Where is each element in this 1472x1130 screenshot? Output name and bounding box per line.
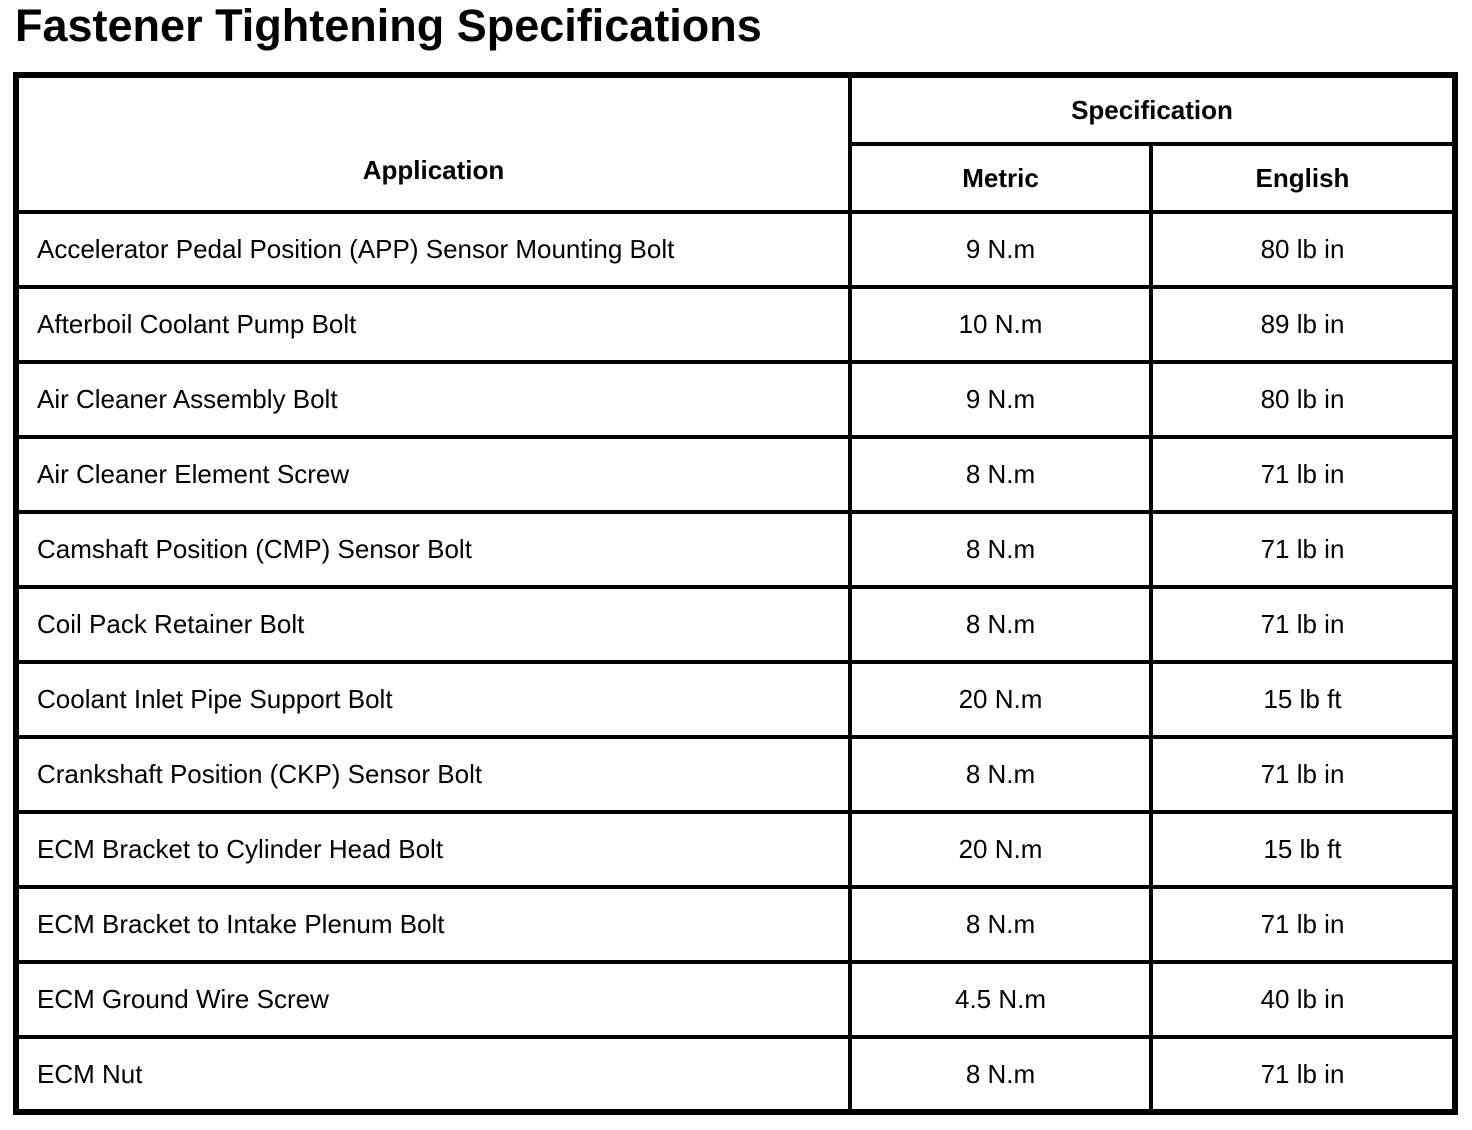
table-row: Afterboil Coolant Pump Bolt 10 N.m 89 lb… <box>14 285 1457 364</box>
metric-cell: 9 N.m <box>848 210 1153 289</box>
english-cell: 40 lb in <box>1149 960 1457 1039</box>
application-cell: Crankshaft Position (CKP) Sensor Bolt <box>14 735 852 814</box>
metric-cell: 8 N.m <box>848 1035 1153 1114</box>
application-cell: Air Cleaner Element Screw <box>14 435 852 514</box>
english-cell: 71 lb in <box>1149 510 1457 589</box>
page-title: Fastener Tightening Specifications <box>15 0 762 51</box>
english-cell: 71 lb in <box>1149 735 1457 814</box>
table-row: Camshaft Position (CMP) Sensor Bolt 8 N.… <box>14 510 1457 589</box>
table-row: ECM Bracket to Intake Plenum Bolt 8 N.m … <box>14 885 1457 964</box>
table-row: ECM Ground Wire Screw 4.5 N.m 40 lb in <box>14 960 1457 1039</box>
english-cell: 71 lb in <box>1149 435 1457 514</box>
table-row: Crankshaft Position (CKP) Sensor Bolt 8 … <box>14 735 1457 814</box>
english-cell: 15 lb ft <box>1149 810 1457 889</box>
table-row: Accelerator Pedal Position (APP) Sensor … <box>14 210 1457 289</box>
metric-cell: 10 N.m <box>848 285 1153 364</box>
table-row: ECM Bracket to Cylinder Head Bolt 20 N.m… <box>14 810 1457 889</box>
metric-cell: 4.5 N.m <box>848 960 1153 1039</box>
application-cell: Air Cleaner Assembly Bolt <box>14 360 852 439</box>
metric-cell: 8 N.m <box>848 435 1153 514</box>
application-cell: ECM Bracket to Cylinder Head Bolt <box>14 810 852 889</box>
metric-cell: 8 N.m <box>848 885 1153 964</box>
table-row: Coolant Inlet Pipe Support Bolt 20 N.m 1… <box>14 660 1457 739</box>
metric-cell: 8 N.m <box>848 735 1153 814</box>
table-row: Air Cleaner Assembly Bolt 9 N.m 80 lb in <box>14 360 1457 439</box>
column-header-specification: Specification <box>848 73 1457 146</box>
application-cell: Camshaft Position (CMP) Sensor Bolt <box>14 510 852 589</box>
english-cell: 15 lb ft <box>1149 660 1457 739</box>
english-cell: 71 lb in <box>1149 885 1457 964</box>
application-cell: ECM Bracket to Intake Plenum Bolt <box>14 885 852 964</box>
header-row-units: Metric English <box>16 142 1457 214</box>
header-row-specification: Application Specification <box>14 73 1457 214</box>
table-row: Coil Pack Retainer Bolt 8 N.m 71 lb in <box>14 585 1457 664</box>
english-cell: 71 lb in <box>1149 1035 1457 1114</box>
english-cell: 80 lb in <box>1149 210 1457 289</box>
fastener-spec-table: Application Specification Metric English… <box>13 72 1458 1115</box>
application-cell: Coolant Inlet Pipe Support Bolt <box>14 660 852 739</box>
english-cell: 80 lb in <box>1149 360 1457 439</box>
metric-cell: 20 N.m <box>848 660 1153 739</box>
metric-cell: 20 N.m <box>848 810 1153 889</box>
application-cell: Coil Pack Retainer Bolt <box>14 585 852 664</box>
application-cell: ECM Ground Wire Screw <box>14 960 852 1039</box>
table-row: Air Cleaner Element Screw 8 N.m 71 lb in <box>14 435 1457 514</box>
application-cell: ECM Nut <box>14 1035 852 1114</box>
column-header-english: English <box>1149 142 1457 214</box>
metric-cell: 8 N.m <box>848 585 1153 664</box>
metric-cell: 9 N.m <box>848 360 1153 439</box>
application-cell: Afterboil Coolant Pump Bolt <box>14 285 852 364</box>
application-cell: Accelerator Pedal Position (APP) Sensor … <box>14 210 852 289</box>
column-header-metric: Metric <box>848 142 1153 214</box>
english-cell: 71 lb in <box>1149 585 1457 664</box>
column-header-application: Application <box>14 73 852 214</box>
metric-cell: 8 N.m <box>848 510 1153 589</box>
english-cell: 89 lb in <box>1149 285 1457 364</box>
table-row: ECM Nut 8 N.m 71 lb in <box>14 1035 1457 1114</box>
